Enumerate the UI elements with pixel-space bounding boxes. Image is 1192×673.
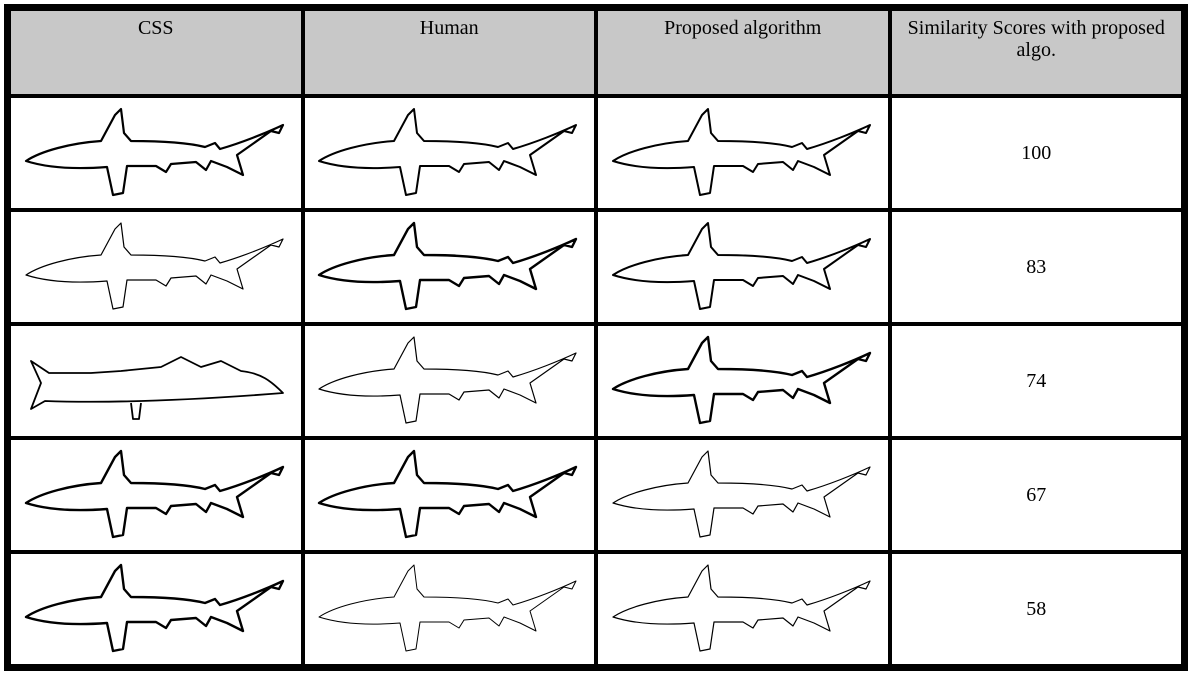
shape-cell — [11, 212, 301, 322]
outline-path — [612, 450, 871, 538]
shape-cell — [11, 98, 301, 208]
outline-path — [318, 564, 577, 652]
column-header: Proposed algorithm — [598, 11, 888, 94]
shape-outline — [612, 222, 871, 310]
shape-cell — [598, 326, 888, 436]
outline-path — [612, 222, 871, 310]
shape-cell — [304, 440, 594, 550]
shape-outline — [612, 108, 871, 196]
shape-outline — [25, 222, 284, 310]
similarity-score: 74 — [891, 326, 1181, 436]
shape-cell — [598, 98, 888, 208]
shape-cell — [11, 554, 301, 664]
column-header: Human — [304, 11, 594, 94]
table-row: 67 — [11, 440, 1181, 550]
shape-cell — [598, 554, 888, 664]
shape-cell — [304, 98, 594, 208]
shape-outline — [318, 336, 577, 424]
outline-path — [612, 336, 871, 424]
table-row: 58 — [11, 554, 1181, 664]
outline-path — [25, 564, 284, 652]
shape-outline — [318, 108, 577, 196]
similarity-score: 83 — [891, 212, 1181, 322]
similarity-score: 58 — [891, 554, 1181, 664]
shape-cell — [304, 326, 594, 436]
shape-cell — [11, 326, 301, 436]
header-row: CSS Human Proposed algorithm Similarity Sco… — [11, 11, 1181, 94]
outline-path — [318, 450, 577, 538]
outline-path — [318, 222, 577, 310]
column-header: Similarity Scores with proposed algo. — [891, 11, 1181, 94]
outline-path — [30, 356, 284, 420]
similarity-score: 100 — [891, 98, 1181, 208]
shape-cell — [304, 554, 594, 664]
outline-path — [25, 108, 284, 196]
outline-path — [25, 222, 284, 310]
shape-outline — [612, 564, 871, 652]
outline-path — [612, 564, 871, 652]
table-body: 100 83 74 67 58 — [11, 98, 1181, 664]
table-row: 100 — [11, 98, 1181, 208]
shape-cell — [11, 440, 301, 550]
shape-outline — [612, 336, 871, 424]
outline-path — [318, 336, 577, 424]
outline-path — [318, 108, 577, 196]
results-table: CSS Human Proposed algorithm Similarity Sco… — [4, 4, 1188, 671]
shape-outline — [612, 450, 871, 538]
shape-outline — [30, 356, 284, 420]
shape-outline — [25, 450, 284, 538]
similarity-score: 67 — [891, 440, 1181, 550]
column-header: CSS — [11, 11, 301, 94]
shape-outline — [25, 564, 284, 652]
shape-cell — [304, 212, 594, 322]
table-row: 74 — [11, 326, 1181, 436]
shape-outline — [318, 564, 577, 652]
shape-outline — [25, 108, 284, 196]
shape-cell — [598, 212, 888, 322]
table-row: 83 — [11, 212, 1181, 322]
shape-cell — [598, 440, 888, 550]
outline-path — [25, 450, 284, 538]
outline-path — [612, 108, 871, 196]
shape-outline — [318, 222, 577, 310]
table-wrap: CSS Human Proposed algorithm Similarity Sco… — [4, 4, 1188, 671]
shape-outline — [318, 450, 577, 538]
